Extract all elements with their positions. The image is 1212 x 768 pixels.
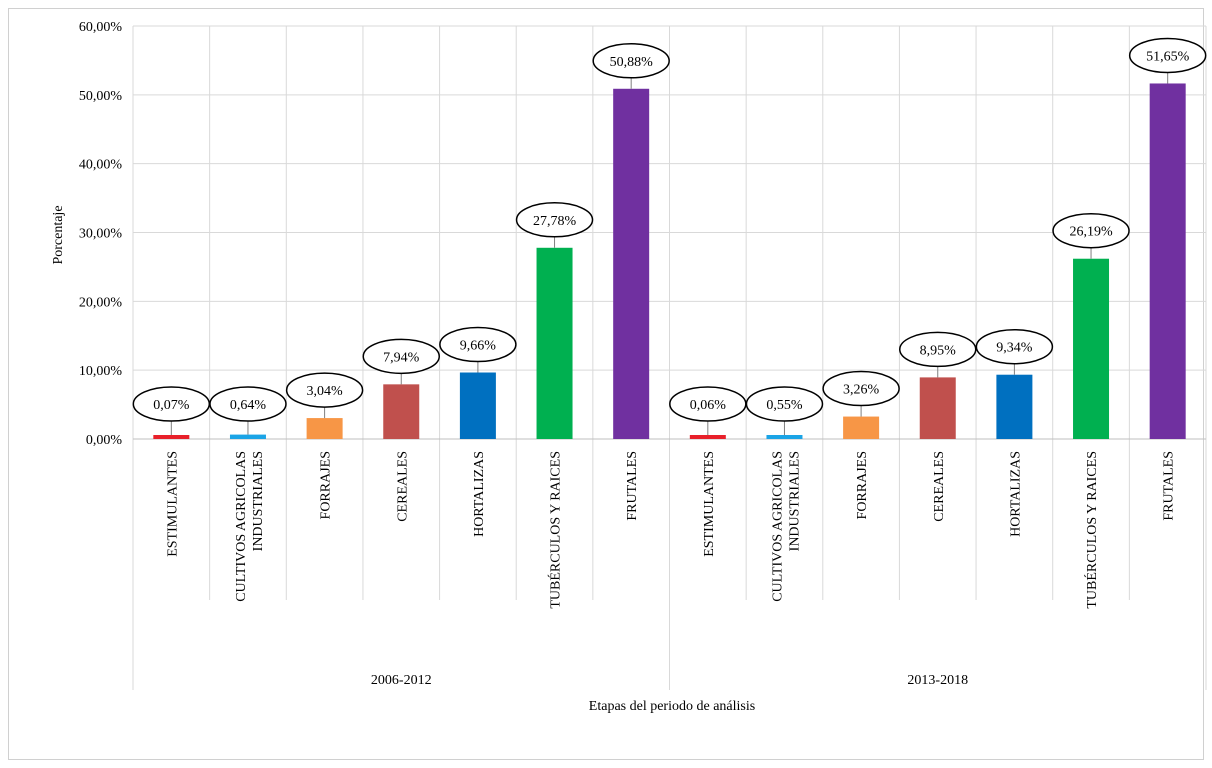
bar <box>229 434 266 439</box>
category-label: FORRAJES <box>855 451 870 519</box>
bar <box>536 247 573 439</box>
category-label: TUBÉRCULOS Y RAICES <box>547 451 564 609</box>
y-tick-label: 30,00% <box>79 227 123 242</box>
bar <box>459 372 496 439</box>
data-label-bubble <box>362 338 440 375</box>
y-tick-label: 40,00% <box>79 158 123 173</box>
bar <box>383 384 420 439</box>
category-label: CULTIVOS AGRICOLAS INDUSTRIALES <box>234 451 266 602</box>
bar <box>1073 258 1110 439</box>
bar <box>843 416 880 439</box>
data-label-bubble <box>1128 37 1207 74</box>
data-label-bubble <box>899 331 977 368</box>
data-label-bubble <box>745 386 824 422</box>
data-label: 0,64% <box>230 398 267 413</box>
data-label-bubble <box>1052 212 1130 249</box>
bar <box>153 435 190 439</box>
category-labels: ESTIMULANTES CULTIVOS AGRICOLAS INDUSTRIAL… <box>165 451 1176 609</box>
y-tick-label: 60,00% <box>79 20 123 35</box>
y-tick-label: 10,00% <box>79 364 123 379</box>
y-tick-label: 0,00% <box>86 433 123 448</box>
group-labels: 2006-2012 2013-2018 <box>371 673 968 688</box>
data-label-bubble <box>975 328 1054 365</box>
bar <box>996 374 1033 439</box>
data-label-bubble <box>822 370 900 407</box>
data-label: 50,88% <box>610 55 654 70</box>
data-label: 9,66% <box>460 339 497 354</box>
y-tick-label: 20,00% <box>79 295 123 310</box>
data-label: 0,55% <box>766 398 803 413</box>
y-axis-label: Porcentaje <box>51 205 66 264</box>
group-label: 2013-2018 <box>907 673 968 688</box>
data-label-bubble <box>515 202 594 238</box>
bar <box>689 435 726 439</box>
data-label: 3,04% <box>307 384 344 399</box>
data-label: 7,94% <box>383 350 420 365</box>
category-label: CEREALES <box>932 451 947 522</box>
data-label-bubble <box>592 43 670 79</box>
bar <box>1149 83 1186 439</box>
bar <box>613 88 650 439</box>
y-axis-ticks: 0,00% 10,00% 20,00% 30,00% 40,00% 50,00% 60,00… <box>79 20 123 448</box>
category-label: ESTIMULANTES <box>165 451 180 557</box>
category-label: FRUTALES <box>1162 451 1177 521</box>
y-tick-label: 50,00% <box>79 89 123 104</box>
category-label: FRUTALES <box>625 451 640 521</box>
category-label: FORRAJES <box>319 451 334 519</box>
data-label: 0,06% <box>690 398 727 413</box>
data-label: 8,95% <box>920 343 957 358</box>
category-label: TUBÉRCULOS Y RAICES <box>1083 451 1100 609</box>
data-label-bubble <box>285 372 364 408</box>
category-label: HORTALIZAS <box>472 451 487 537</box>
group-label: 2006-2012 <box>371 673 432 688</box>
category-label: HORTALIZAS <box>1008 451 1023 537</box>
bar <box>766 435 803 439</box>
data-label-bubble <box>439 326 517 363</box>
data-label: 26,19% <box>1069 225 1113 240</box>
bar <box>919 377 956 439</box>
category-label: CULTIVOS AGRICOLAS INDUSTRIALES <box>770 451 802 602</box>
data-label: 3,26% <box>843 383 880 398</box>
bars: 0,07% 0,64% 3,04% 7,94% 9,66% 27,78% 50,88% 0,0… <box>132 37 1207 439</box>
grid-lines <box>132 25 1207 690</box>
data-label: 27,78% <box>533 214 577 229</box>
data-label: 51,65% <box>1146 49 1190 64</box>
data-label-bubble <box>209 386 287 422</box>
data-label: 9,34% <box>996 341 1033 356</box>
x-axis-label: Etapas del periodo de análisis <box>589 699 755 714</box>
bar <box>306 418 343 439</box>
category-label: ESTIMULANTES <box>702 451 717 557</box>
category-label: CEREALES <box>395 451 410 522</box>
data-label: 0,07% <box>153 398 190 413</box>
